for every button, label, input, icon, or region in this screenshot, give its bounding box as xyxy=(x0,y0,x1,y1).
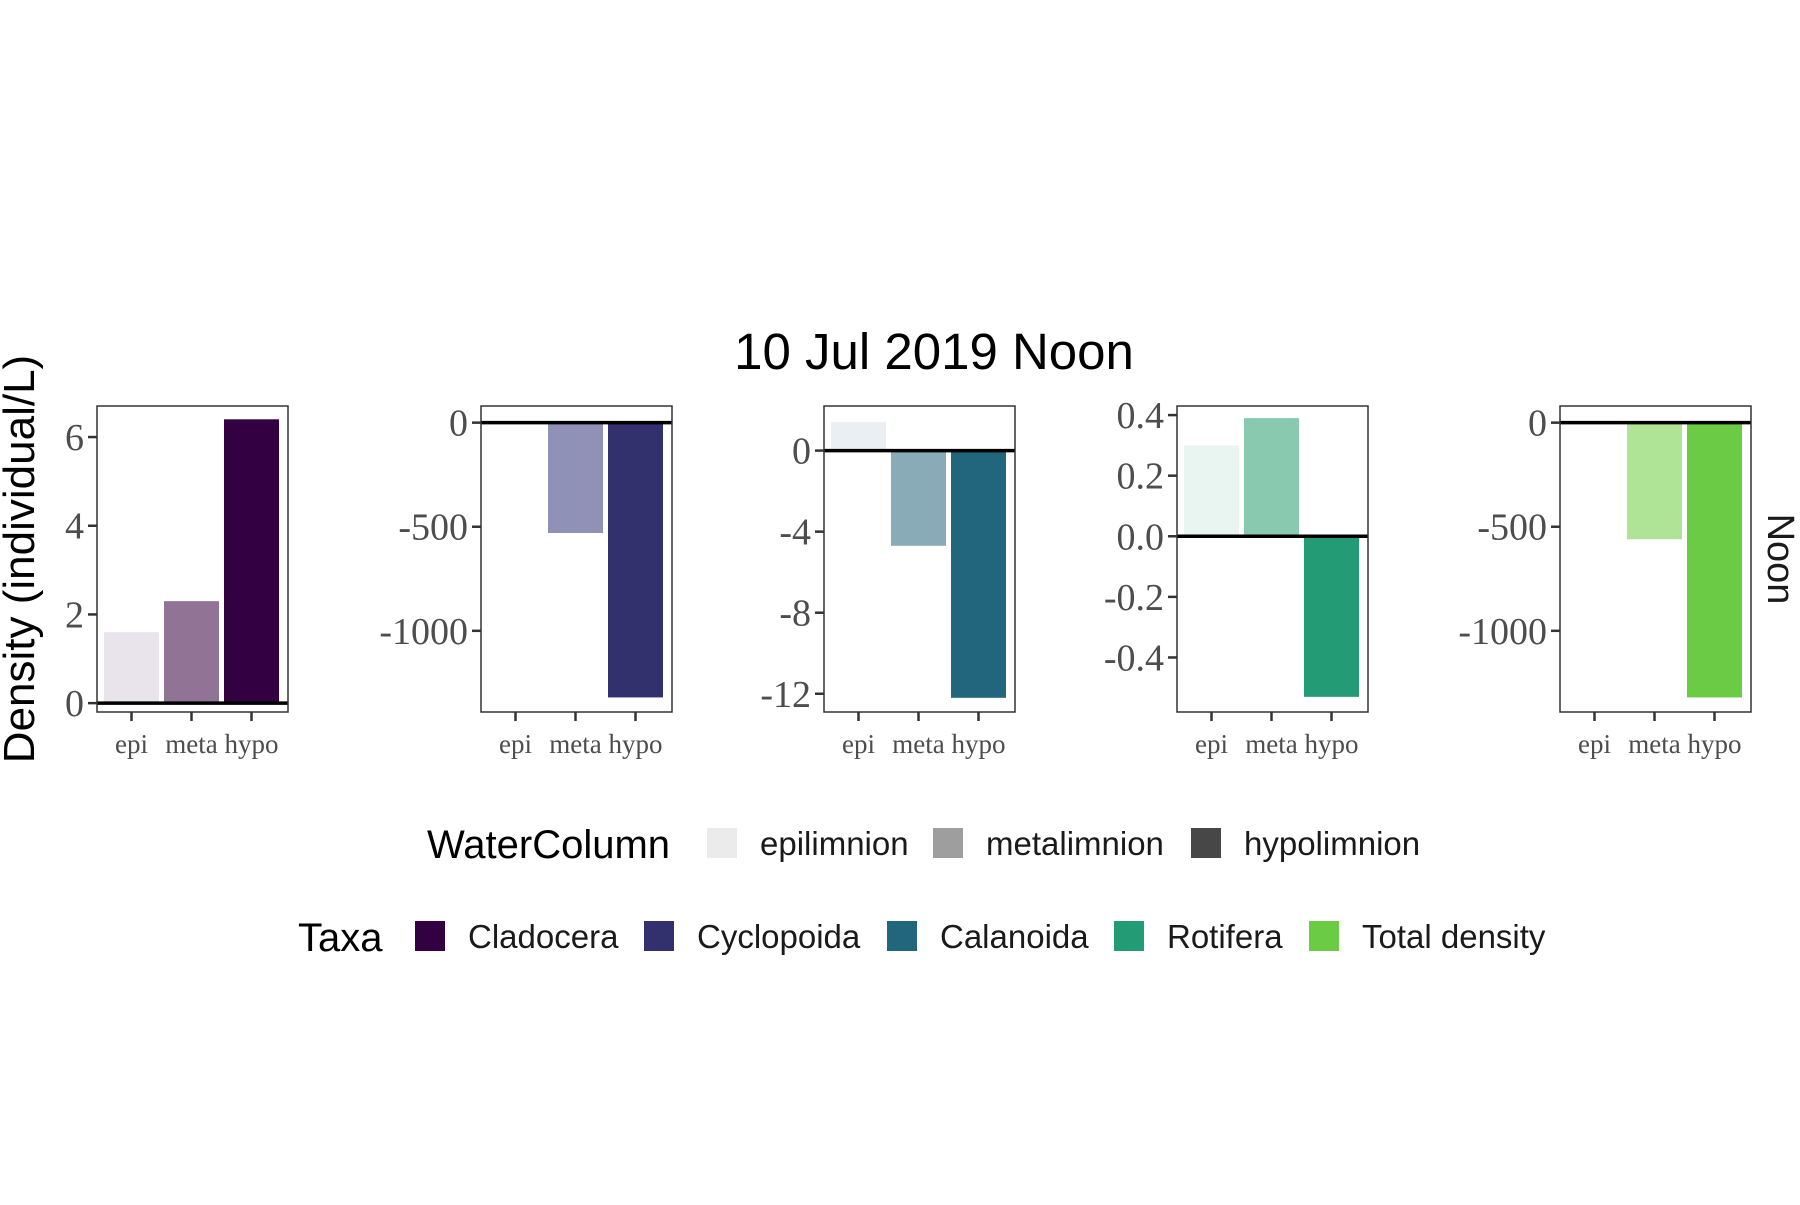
legend-swatch-cladocera xyxy=(415,921,445,951)
legend-label-calanoida: Calanoida xyxy=(940,918,1089,955)
bar-calanoida-meta xyxy=(891,450,946,546)
x-tick-label-calanoida-hypo: hypo xyxy=(952,729,1006,759)
x-tick-label-total-density-hypo: hypo xyxy=(1688,729,1742,759)
panel-cladocera: 0 2 4 6 epi meta hypo xyxy=(65,405,289,759)
y-tick-label-total-density-1: -500 xyxy=(1477,507,1547,549)
y-tick-label-rotifera-3: -0.2 xyxy=(1104,577,1164,619)
bar-rotifera-epi xyxy=(1184,445,1239,537)
x-tick-label-cladocera-epi: epi xyxy=(115,729,148,759)
legend-label-cladocera: Cladocera xyxy=(468,918,619,955)
legend-label-cyclopoida: Cyclopoida xyxy=(697,918,861,955)
legend-swatch-metalimnion xyxy=(933,828,963,858)
x-tick-label-calanoida-meta: meta xyxy=(892,729,944,759)
bar-cyclopoida-meta xyxy=(548,422,603,533)
y-tick-label-calanoida-3: -12 xyxy=(760,674,811,716)
y-tick-label-cyclopoida-2: -1000 xyxy=(379,611,468,653)
y-tick-label-cladocera-1: 2 xyxy=(65,594,84,636)
legend-label-epilimnion: epilimnion xyxy=(760,825,909,862)
facet-strip-label: Noon xyxy=(1759,514,1800,605)
panel-total-density: 0 -500 -1000 epi meta hypo xyxy=(1458,403,1752,759)
bar-cladocera-epi xyxy=(104,632,159,704)
bar-total-density-hypo xyxy=(1687,422,1742,698)
bar-cladocera-hypo xyxy=(224,419,279,704)
panel-cyclopoida: 0 -500 -1000 epi meta hypo xyxy=(379,403,673,759)
panel-rotifera: 0.4 0.2 0.0 -0.2 -0.4 epi meta hypo xyxy=(1104,395,1369,759)
y-tick-label-cladocera-3: 6 xyxy=(65,417,84,459)
y-tick-label-total-density-0: 0 xyxy=(1528,403,1547,445)
y-tick-label-calanoida-0: 0 xyxy=(792,431,811,473)
y-tick-label-total-density-2: -1000 xyxy=(1458,611,1547,653)
x-tick-label-cyclopoida-hypo: hypo xyxy=(609,729,663,759)
y-axis-label: Density (individual/L) xyxy=(0,355,44,763)
y-tick-label-cladocera-2: 4 xyxy=(65,506,84,548)
x-tick-label-rotifera-meta: meta xyxy=(1245,729,1297,759)
bar-calanoida-hypo xyxy=(951,450,1006,698)
y-tick-label-calanoida-1: -4 xyxy=(779,512,811,554)
x-tick-label-total-density-meta: meta xyxy=(1628,729,1680,759)
bar-rotifera-hypo xyxy=(1304,536,1359,697)
y-tick-label-cladocera-0: 0 xyxy=(65,683,84,725)
legend-label-rotifera: Rotifera xyxy=(1167,918,1283,955)
bar-cladocera-meta xyxy=(164,601,219,704)
x-tick-label-cyclopoida-epi: epi xyxy=(499,729,532,759)
y-tick-label-calanoida-2: -8 xyxy=(779,593,811,635)
legend-label-hypolimnion: hypolimnion xyxy=(1244,825,1420,862)
bar-total-density-meta xyxy=(1627,422,1682,540)
x-tick-label-calanoida-epi: epi xyxy=(842,729,875,759)
legend-swatch-epilimnion xyxy=(707,828,737,858)
legend-swatch-cyclopoida xyxy=(644,921,674,951)
x-tick-label-total-density-epi: epi xyxy=(1578,729,1611,759)
x-tick-label-cladocera-meta: meta xyxy=(165,729,217,759)
y-tick-label-rotifera-0: 0.4 xyxy=(1117,395,1165,437)
legend-swatch-hypolimnion xyxy=(1191,828,1221,858)
chart-title: 10 Jul 2019 Noon xyxy=(734,323,1134,380)
y-tick-label-cyclopoida-0: 0 xyxy=(449,403,468,445)
legend-swatch-calanoida xyxy=(887,921,917,951)
legend-label-total-density: Total density xyxy=(1362,918,1546,955)
x-tick-label-cladocera-hypo: hypo xyxy=(225,729,279,759)
bar-calanoida-epi xyxy=(831,422,886,451)
y-tick-label-cyclopoida-1: -500 xyxy=(398,507,468,549)
legend-swatch-total-density xyxy=(1309,921,1339,951)
x-tick-label-rotifera-epi: epi xyxy=(1195,729,1228,759)
legend-label-metalimnion: metalimnion xyxy=(986,825,1164,862)
x-tick-label-cyclopoida-meta: meta xyxy=(549,729,601,759)
panel-calanoida: 0 -4 -8 -12 epi meta hypo xyxy=(760,405,1016,759)
legend-watercolumn-title: WaterColumn xyxy=(427,823,670,867)
y-tick-label-rotifera-2: 0.0 xyxy=(1117,516,1165,558)
bar-rotifera-meta xyxy=(1244,418,1299,537)
legend-taxa: Taxa Cladocera Cyclopoida Calanoida Rotifera… xyxy=(298,916,1546,960)
bar-cyclopoida-hypo xyxy=(608,422,663,698)
legend-taxa-title: Taxa xyxy=(298,916,383,960)
legend-swatch-rotifera xyxy=(1114,921,1144,951)
y-tick-label-rotifera-4: -0.4 xyxy=(1104,637,1164,679)
legend-watercolumn: WaterColumn epilimnion metalimnion hypolimn… xyxy=(427,823,1420,867)
y-tick-label-rotifera-1: 0.2 xyxy=(1117,456,1165,498)
x-tick-label-rotifera-hypo: hypo xyxy=(1305,729,1359,759)
